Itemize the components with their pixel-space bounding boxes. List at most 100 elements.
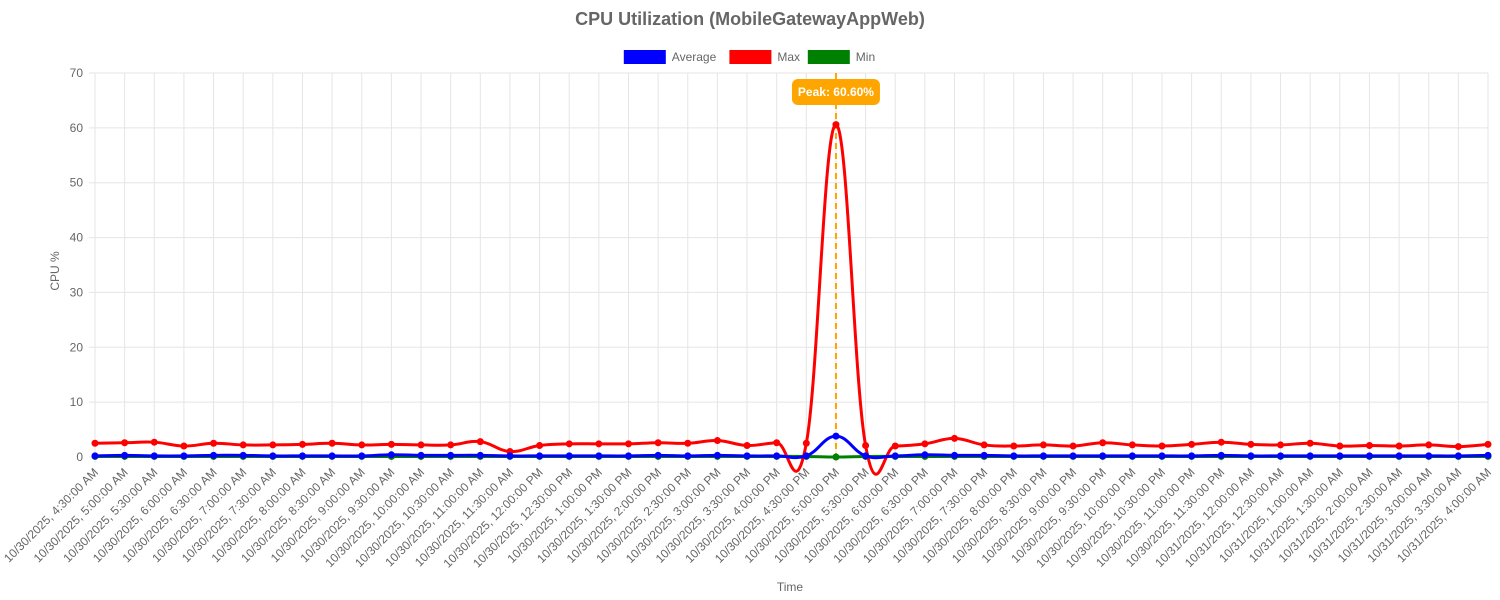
data-point-max[interactable]	[387, 440, 395, 448]
data-point-max[interactable]	[210, 439, 218, 447]
data-point-average[interactable]	[802, 452, 810, 460]
data-point-average[interactable]	[565, 452, 573, 460]
data-point-average[interactable]	[684, 452, 692, 460]
data-point-max[interactable]	[713, 437, 721, 445]
data-point-max[interactable]	[1069, 442, 1077, 450]
legend-item-average[interactable]: Average	[623, 50, 717, 64]
data-point-average[interactable]	[1365, 452, 1373, 460]
data-point-average[interactable]	[1247, 452, 1255, 460]
data-point-max[interactable]	[624, 440, 632, 448]
data-point-max[interactable]	[1306, 439, 1314, 447]
legend-item-max[interactable]: Max	[729, 50, 800, 64]
data-point-average[interactable]	[654, 451, 662, 459]
data-point-average[interactable]	[269, 452, 277, 460]
data-point-average[interactable]	[358, 452, 366, 460]
data-point-max[interactable]	[773, 439, 781, 447]
data-point-max[interactable]	[91, 439, 99, 447]
data-point-average[interactable]	[1128, 452, 1136, 460]
data-point-max[interactable]	[1158, 442, 1166, 450]
data-point-max[interactable]	[1128, 441, 1136, 449]
data-point-average[interactable]	[921, 451, 929, 459]
data-point-max[interactable]	[1454, 443, 1462, 451]
data-point-max[interactable]	[743, 441, 751, 449]
data-point-average[interactable]	[328, 452, 336, 460]
data-point-average[interactable]	[1454, 452, 1462, 460]
data-point-min[interactable]	[832, 453, 840, 461]
data-point-max[interactable]	[1484, 440, 1492, 448]
data-point-average[interactable]	[476, 451, 484, 459]
data-point-max[interactable]	[891, 442, 899, 450]
data-point-average[interactable]	[891, 452, 899, 460]
data-point-average[interactable]	[595, 452, 603, 460]
data-point-average[interactable]	[1039, 452, 1047, 460]
data-point-max[interactable]	[1277, 441, 1285, 449]
data-point-max[interactable]	[447, 441, 455, 449]
data-point-max[interactable]	[298, 440, 306, 448]
data-point-average[interactable]	[180, 452, 188, 460]
data-point-average[interactable]	[210, 451, 218, 459]
data-point-max[interactable]	[180, 442, 188, 450]
data-point-average[interactable]	[1069, 452, 1077, 460]
data-point-max[interactable]	[1425, 441, 1433, 449]
data-point-average[interactable]	[1099, 452, 1107, 460]
data-point-max[interactable]	[684, 439, 692, 447]
data-point-average[interactable]	[713, 451, 721, 459]
data-point-average[interactable]	[743, 452, 751, 460]
data-point-max[interactable]	[358, 441, 366, 449]
data-point-average[interactable]	[1336, 452, 1344, 460]
data-point-average[interactable]	[506, 452, 514, 460]
data-point-average[interactable]	[239, 451, 247, 459]
data-point-average[interactable]	[91, 452, 99, 460]
data-point-max[interactable]	[269, 441, 277, 449]
data-point-max[interactable]	[536, 441, 544, 449]
data-point-max[interactable]	[328, 439, 336, 447]
data-point-max[interactable]	[1217, 438, 1225, 446]
data-point-average[interactable]	[150, 452, 158, 460]
data-point-average[interactable]	[624, 452, 632, 460]
data-point-average[interactable]	[298, 452, 306, 460]
data-point-average[interactable]	[1484, 451, 1492, 459]
data-point-max[interactable]	[980, 441, 988, 449]
legend: Average Max Min	[623, 50, 875, 64]
data-point-average[interactable]	[1425, 452, 1433, 460]
data-point-average[interactable]	[862, 452, 870, 460]
data-point-max[interactable]	[565, 440, 573, 448]
data-point-average[interactable]	[1306, 452, 1314, 460]
data-point-max[interactable]	[1247, 440, 1255, 448]
data-point-max[interactable]	[239, 441, 247, 449]
data-point-max[interactable]	[951, 434, 959, 442]
data-point-max[interactable]	[1395, 442, 1403, 450]
data-point-max[interactable]	[476, 438, 484, 446]
data-point-average[interactable]	[1395, 452, 1403, 460]
data-point-average[interactable]	[1010, 452, 1018, 460]
data-point-average[interactable]	[536, 452, 544, 460]
data-point-max[interactable]	[1010, 442, 1018, 450]
data-point-max[interactable]	[921, 440, 929, 448]
data-point-max[interactable]	[1336, 442, 1344, 450]
data-point-average[interactable]	[121, 451, 129, 459]
data-point-average[interactable]	[417, 451, 425, 459]
data-point-average[interactable]	[387, 451, 395, 459]
data-point-average[interactable]	[1188, 452, 1196, 460]
data-point-average[interactable]	[773, 452, 781, 460]
data-point-max[interactable]	[150, 438, 158, 446]
data-point-average[interactable]	[1158, 452, 1166, 460]
data-point-average[interactable]	[447, 451, 455, 459]
data-point-average[interactable]	[1277, 452, 1285, 460]
data-point-average[interactable]	[832, 432, 840, 440]
data-point-max[interactable]	[1039, 441, 1047, 449]
data-point-max[interactable]	[862, 441, 870, 449]
data-point-max[interactable]	[121, 439, 129, 447]
data-point-max[interactable]	[832, 121, 840, 129]
data-point-max[interactable]	[595, 440, 603, 448]
data-point-max[interactable]	[802, 439, 810, 447]
data-point-max[interactable]	[1188, 440, 1196, 448]
data-point-average[interactable]	[1217, 451, 1225, 459]
data-point-average[interactable]	[980, 451, 988, 459]
data-point-max[interactable]	[654, 439, 662, 447]
data-point-max[interactable]	[417, 441, 425, 449]
data-point-average[interactable]	[951, 451, 959, 459]
legend-item-min[interactable]: Min	[807, 50, 875, 64]
data-point-max[interactable]	[1099, 439, 1107, 447]
data-point-max[interactable]	[1365, 441, 1373, 449]
